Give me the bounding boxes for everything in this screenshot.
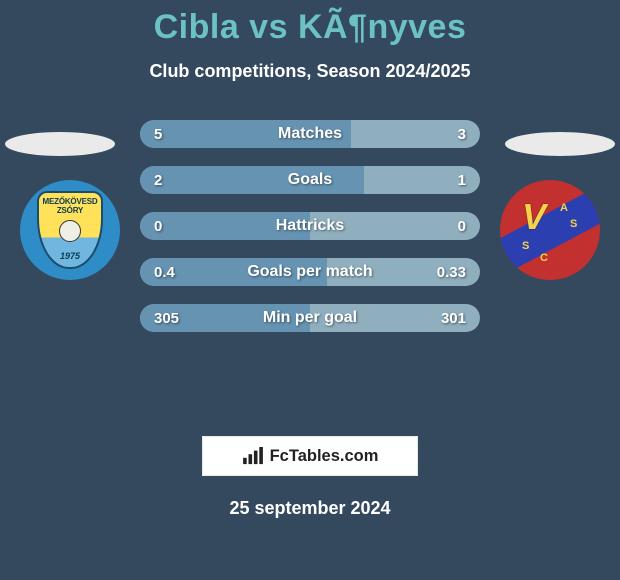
right-badge-small-a: A (560, 202, 568, 214)
stat-left-value: 5 (154, 120, 162, 148)
stat-bar: 00Hattricks (140, 212, 480, 240)
bar-chart-icon (242, 447, 264, 465)
stat-bar: 305301Min per goal (140, 304, 480, 332)
right-badge-small-s: S (570, 218, 577, 230)
left-badge-ball-icon (59, 220, 81, 242)
stat-left-value: 0.4 (154, 258, 175, 286)
left-badge-shield: MEZŐKÖVESD ZSÓRY 1975 (37, 191, 103, 269)
comparison-area: MEZŐKÖVESD ZSÓRY 1975 V A S S C 53Matche… (0, 120, 620, 420)
right-ellipse-shadow (505, 132, 615, 156)
left-badge-year: 1975 (60, 251, 80, 261)
stat-right-value: 0 (458, 212, 466, 240)
right-badge-stripe (500, 183, 600, 279)
right-badge-small-c: C (540, 252, 548, 264)
stat-bar-left-fill (140, 166, 364, 194)
stat-right-value: 0.33 (437, 258, 466, 286)
stat-left-value: 305 (154, 304, 179, 332)
left-badge-text-1: MEZŐKÖVESD (43, 197, 98, 206)
brand-text: FcTables.com (270, 447, 379, 466)
stat-bar: 53Matches (140, 120, 480, 148)
stat-right-value: 3 (458, 120, 466, 148)
left-badge-text-2: ZSÓRY (57, 206, 83, 215)
left-ellipse-shadow (5, 132, 115, 156)
left-club-badge: MEZŐKÖVESD ZSÓRY 1975 (20, 180, 120, 280)
right-badge-letter: V (522, 196, 546, 238)
stat-left-value: 0 (154, 212, 162, 240)
right-club-badge: V A S S C (500, 180, 600, 280)
stat-bar: 21Goals (140, 166, 480, 194)
stat-bar: 0.40.33Goals per match (140, 258, 480, 286)
page-title: Cibla vs KÃ¶nyves (0, 0, 620, 47)
stat-right-value: 1 (458, 166, 466, 194)
stat-left-value: 2 (154, 166, 162, 194)
right-badge-disc: V A S S C (500, 180, 600, 280)
date-text: 25 september 2024 (0, 498, 620, 519)
brand-footer[interactable]: FcTables.com (202, 436, 418, 476)
stat-right-value: 301 (441, 304, 466, 332)
stat-bars: 53Matches21Goals00Hattricks0.40.33Goals … (140, 120, 480, 350)
right-badge-small-s2: S (522, 240, 529, 252)
stat-bar-left-fill (140, 212, 310, 240)
stat-bar-left-fill (140, 120, 351, 148)
subtitle: Club competitions, Season 2024/2025 (0, 61, 620, 82)
left-badge-ring: MEZŐKÖVESD ZSÓRY 1975 (20, 180, 120, 280)
